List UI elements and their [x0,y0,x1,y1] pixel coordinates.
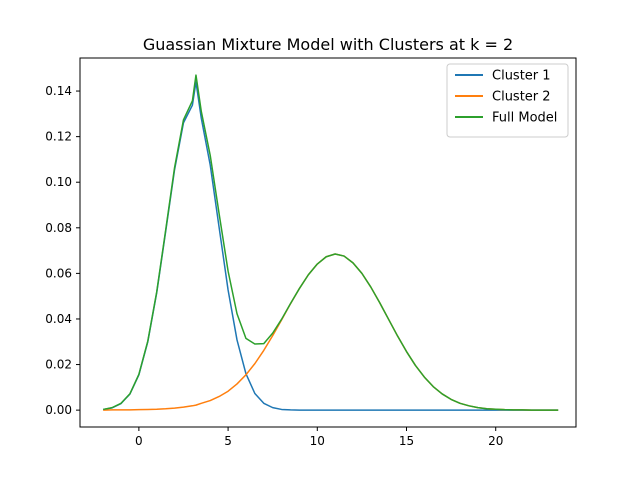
legend: Cluster 1 Cluster 2 Full Model [446,63,569,138]
x-axis: 0 5 10 15 20 [135,427,503,448]
chart-title: Guassian Mixture Model with Clusters at … [143,35,513,54]
series-line-3 [103,74,559,411]
y-tick-label: 0.06 [45,266,72,280]
y-tick-label: 0.12 [45,130,72,144]
x-tick-label: 0 [135,434,143,448]
y-tick-label: 0.02 [45,358,72,372]
x-tick-label: 10 [310,434,325,448]
y-tick-label: 0.04 [45,312,72,326]
x-tick-label: 5 [224,434,232,448]
y-tick-label: 0.10 [45,175,72,189]
y-tick-label: 0.14 [45,84,72,98]
y-axis: 0.00 0.02 0.04 0.06 0.08 0.10 0.12 0.14 [45,84,80,417]
legend-label: Cluster 1 [492,69,551,84]
series-line-2 [103,253,559,411]
x-tick-label: 20 [488,434,503,448]
series-layer [103,74,559,411]
legend-box [446,63,569,138]
plot-frame [79,57,577,428]
x-tick-label: 15 [399,434,414,448]
y-tick-label: 0.00 [45,403,72,417]
legend-label: Cluster 2 [492,90,551,105]
y-tick-label: 0.08 [45,221,72,235]
legend-label: Full Model [492,111,557,126]
